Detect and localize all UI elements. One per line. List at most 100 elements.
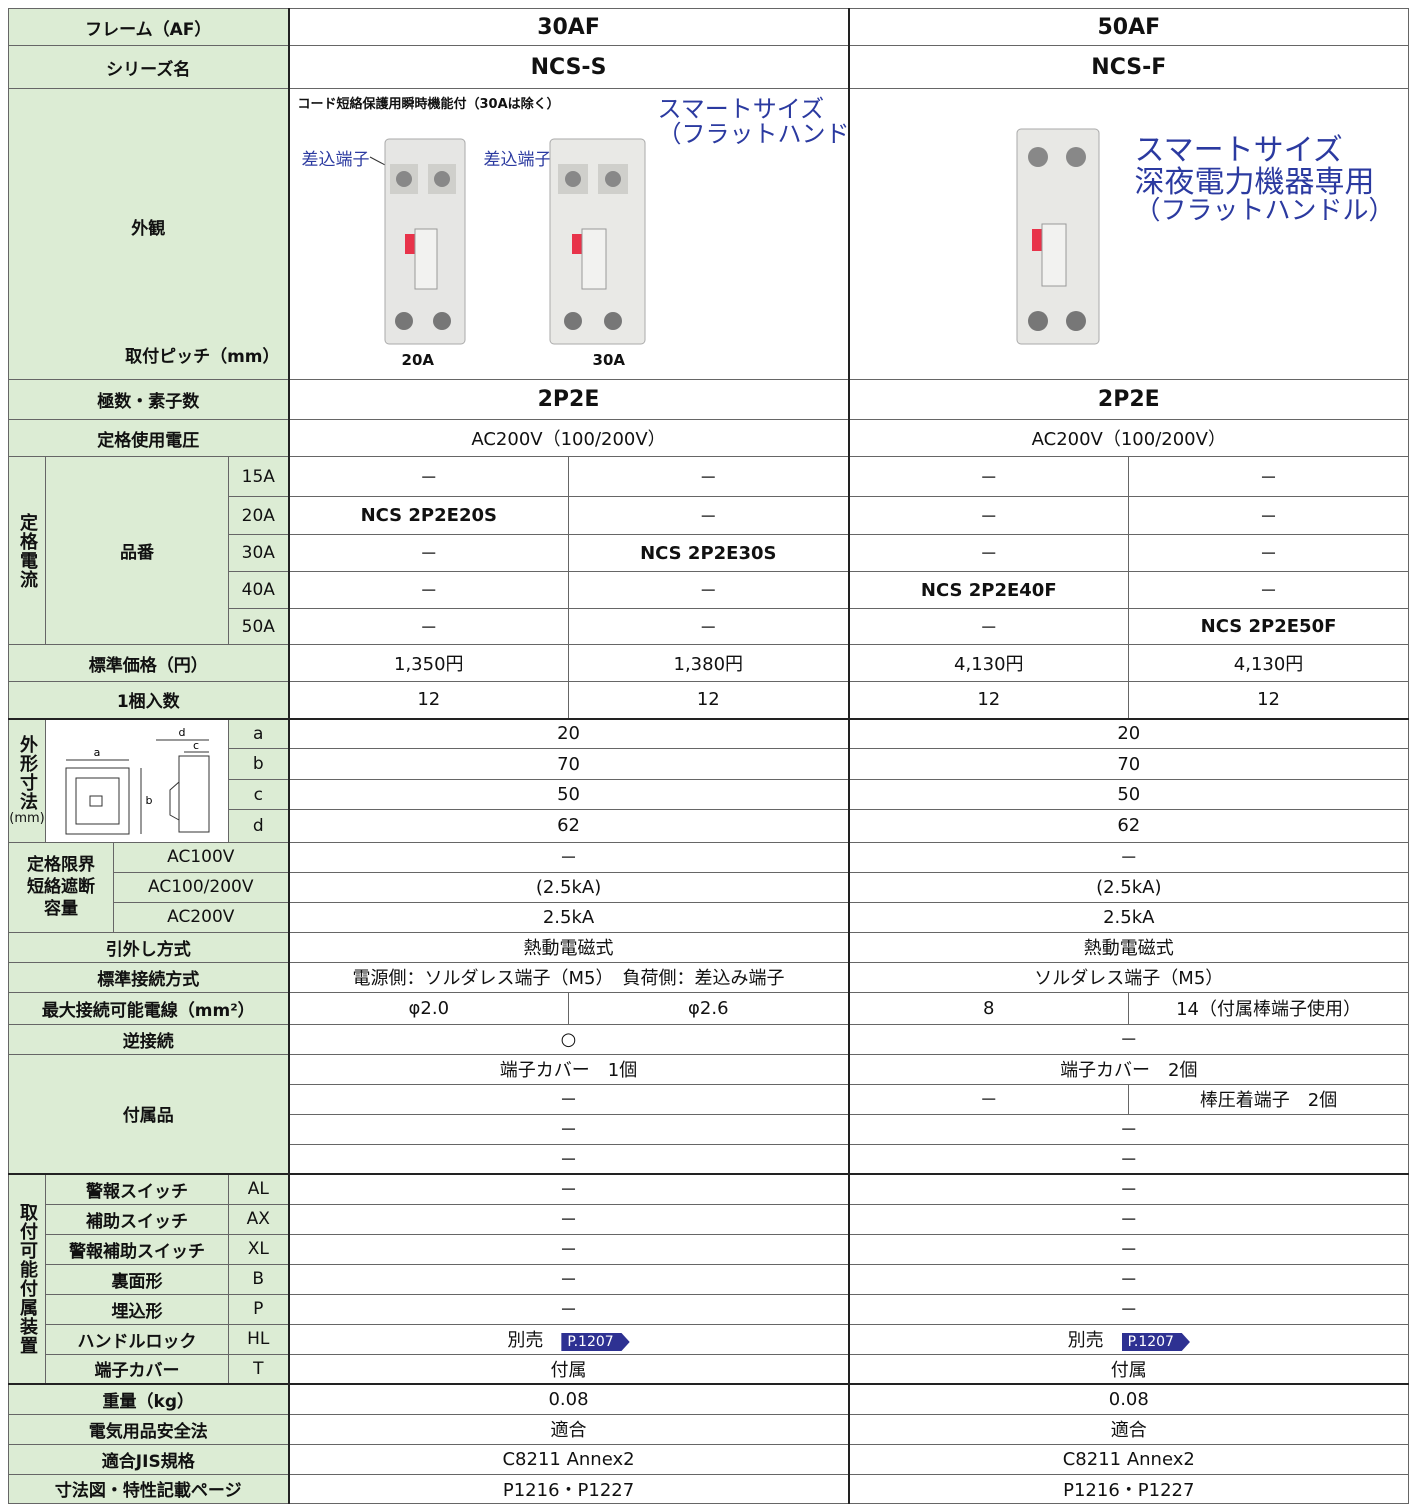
data-cell: － xyxy=(287,456,570,497)
table-row: d 62 62 xyxy=(9,809,1410,843)
data-cell: － xyxy=(287,1143,850,1175)
table-row: AC200V 2.5kA 2.5kA xyxy=(9,901,1410,933)
table-row: 埋込形 P －－ xyxy=(9,1293,1410,1325)
data-cell: (2.5kA) xyxy=(847,871,1410,903)
callout: 差込端子 xyxy=(301,150,370,170)
header-cell: 20A xyxy=(227,496,290,535)
label: 短絡遮断 xyxy=(27,876,95,897)
table-row: 標準接続方式 電源側：ソルダレス端子（M5） 負荷側：差込み端子 ソルダレス端子（M… xyxy=(7,961,1410,993)
table-row: 20A NCS 2P2E20S －－－ xyxy=(9,496,1410,535)
header-cell: HL xyxy=(227,1323,290,1355)
data-cell: － xyxy=(287,571,570,609)
data-cell: － xyxy=(568,571,850,609)
caption: （フラットハンドル） xyxy=(657,120,849,149)
data-cell: a b c d xyxy=(45,717,229,843)
caption: スマートサイズ xyxy=(1134,133,1343,168)
data-cell: 30AF xyxy=(287,8,850,46)
data-cell: 70 xyxy=(287,748,850,781)
data-cell: － xyxy=(287,1083,850,1115)
data-cell: － xyxy=(847,1263,1410,1295)
data-cell: NCS 2P2E50F xyxy=(1128,608,1410,645)
data-cell: 4,130円 xyxy=(847,644,1130,682)
header-cell: 最大接続可能電線（mm²） xyxy=(7,991,290,1025)
data-cell: － xyxy=(847,496,1130,535)
data-cell: － xyxy=(847,1203,1410,1235)
data-cell: 12 xyxy=(287,681,570,719)
data-cell: スマートサイズ 深夜電力機器専用 （フラットハンドル） xyxy=(847,88,1410,380)
data-cell: － xyxy=(847,456,1130,497)
data-cell: 1,380円 xyxy=(568,644,850,682)
header-cell: 極数・素子数 xyxy=(7,379,290,420)
data-cell: 20 xyxy=(847,717,1410,750)
data-cell: 50 xyxy=(287,779,850,811)
data-cell: C8211 Annex2 xyxy=(847,1443,1410,1475)
data-cell: 12 xyxy=(847,681,1130,719)
data-cell: NCS-S xyxy=(287,45,850,89)
data-cell: コード短絡保護用瞬時機能付（30Aは除く） 差込端子 差込端子 スマートサイズ（… xyxy=(287,88,850,380)
data-cell: 端子カバー 2個 xyxy=(847,1053,1410,1085)
table-row: 端子カバー T 付属 付属 xyxy=(9,1353,1410,1385)
data-cell: － xyxy=(847,1083,1130,1115)
data-cell: 12 xyxy=(568,681,850,719)
data-cell: C8211 Annex2 xyxy=(287,1443,850,1475)
data-cell: － xyxy=(1128,534,1410,572)
header-cell: AC100/200V xyxy=(112,871,290,903)
header-cell: b xyxy=(227,748,290,781)
header-cell: 警報補助スイッチ xyxy=(45,1233,229,1265)
table-row: ハンドルロック HL 別売 P.1207 別売 P.1207 xyxy=(9,1323,1410,1355)
table-row: 外形寸法 (mm) a b c d a 20 20 xyxy=(8,717,1410,843)
table-row: 重量（kg） 0.08 0.08 xyxy=(7,1383,1410,1415)
callout: 差込端子 xyxy=(483,150,552,170)
data-cell: 50AF xyxy=(847,8,1410,46)
header-cell: AL xyxy=(227,1173,290,1205)
label: 外観 xyxy=(131,219,166,239)
header-cell: 外形寸法 (mm) xyxy=(8,717,46,843)
group-label: 定格電流 xyxy=(17,512,38,589)
data-cell: 別売 P.1207 xyxy=(287,1323,850,1355)
table-row: 引外し方式 熱動電磁式 熱動電磁式 xyxy=(7,931,1410,963)
data-cell: 14（付属棒端子使用） xyxy=(1128,991,1410,1025)
header-cell: 埋込形 xyxy=(45,1293,229,1325)
data-cell: 50 xyxy=(847,779,1410,811)
table-row: シリーズ名 NCS-S NCS-F xyxy=(7,45,1410,89)
data-cell: 0.08 xyxy=(847,1383,1410,1415)
header-cell: 1梱入数 xyxy=(7,681,290,719)
rating: 20A xyxy=(401,351,434,369)
spec-table: フレーム（AF） 30AF 50AF シリーズ名 NCS-S NCS-F 外観 取付ピッチ… xyxy=(7,8,1410,1504)
caption: （フラットハンドル） xyxy=(1134,196,1395,226)
header-cell: c xyxy=(227,779,290,811)
header-cell: XL xyxy=(227,1233,290,1265)
data-cell: 8 xyxy=(847,991,1130,1025)
data-cell: ソルダレス端子（M5） xyxy=(847,961,1410,993)
table-row: 電気用品安全法 適合 適合 xyxy=(7,1413,1410,1445)
table-row: フレーム（AF） 30AF 50AF xyxy=(7,8,1410,46)
header-cell: 端子カバー xyxy=(45,1353,229,1385)
data-cell: － xyxy=(287,1173,850,1205)
data-cell: － xyxy=(1128,456,1410,497)
header-cell: 30A xyxy=(227,534,290,572)
header-cell: 逆接続 xyxy=(7,1023,290,1055)
data-cell: 20 xyxy=(287,717,850,750)
table-row: 取付可能付属装置 警報スイッチ AL －－ xyxy=(8,1173,1410,1385)
header-cell: 電気用品安全法 xyxy=(7,1413,290,1445)
table-row: 警報補助スイッチ XL －－ xyxy=(9,1233,1410,1265)
header-cell: B xyxy=(227,1263,290,1295)
data-cell: 熱動電磁式 xyxy=(847,931,1410,963)
data-cell: 12 xyxy=(1128,681,1410,719)
data-cell: 4,130円 xyxy=(1128,644,1410,682)
data-cell: 適合 xyxy=(847,1413,1410,1445)
header-cell: 取付可能付属装置 xyxy=(8,1173,46,1385)
header-cell: ハンドルロック xyxy=(45,1323,229,1355)
header-cell: 定格限界 短絡遮断 容量 xyxy=(8,841,114,933)
data-cell: － xyxy=(287,608,570,645)
data-cell: 2.5kA xyxy=(287,901,850,933)
data-cell: φ2.0 xyxy=(287,991,570,1025)
data-cell: － xyxy=(847,534,1130,572)
header-cell: フレーム（AF） xyxy=(7,8,290,46)
data-cell: 適合 xyxy=(287,1413,850,1445)
data-cell: 1,350円 xyxy=(287,644,570,682)
data-cell: － xyxy=(847,1023,1410,1055)
table-row: 定格限界 短絡遮断 容量 AC100V －－ xyxy=(8,841,1410,933)
table-row: 適合JIS規格 C8211 Annex2 C8211 Annex2 xyxy=(7,1443,1410,1475)
